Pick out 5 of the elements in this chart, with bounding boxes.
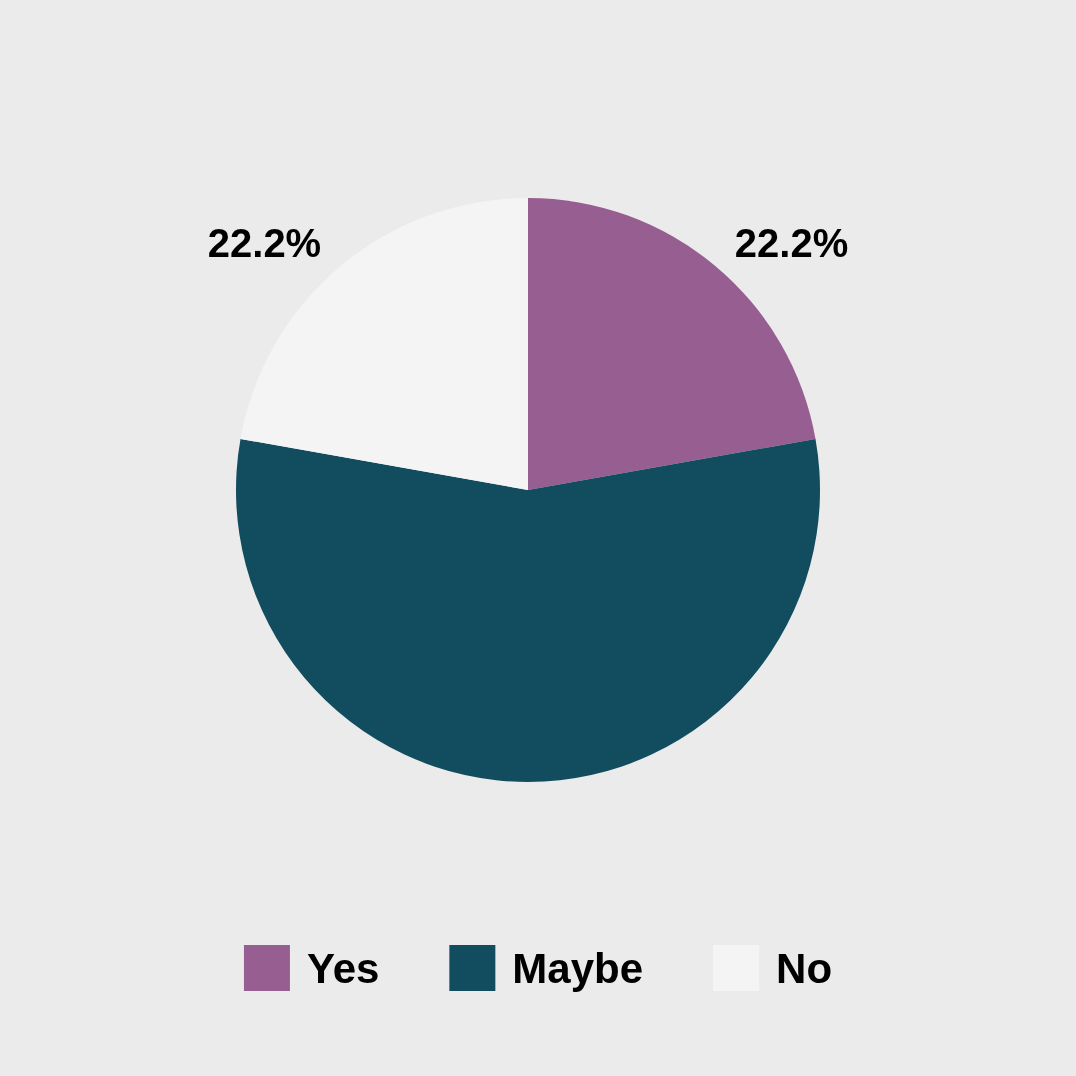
- data-label: 22.2%: [207, 221, 322, 266]
- legend-label: Yes: [306, 944, 380, 992]
- legend-label: No: [776, 944, 833, 992]
- data-label: 22.2%: [734, 221, 849, 266]
- legend-label: Maybe: [512, 944, 644, 992]
